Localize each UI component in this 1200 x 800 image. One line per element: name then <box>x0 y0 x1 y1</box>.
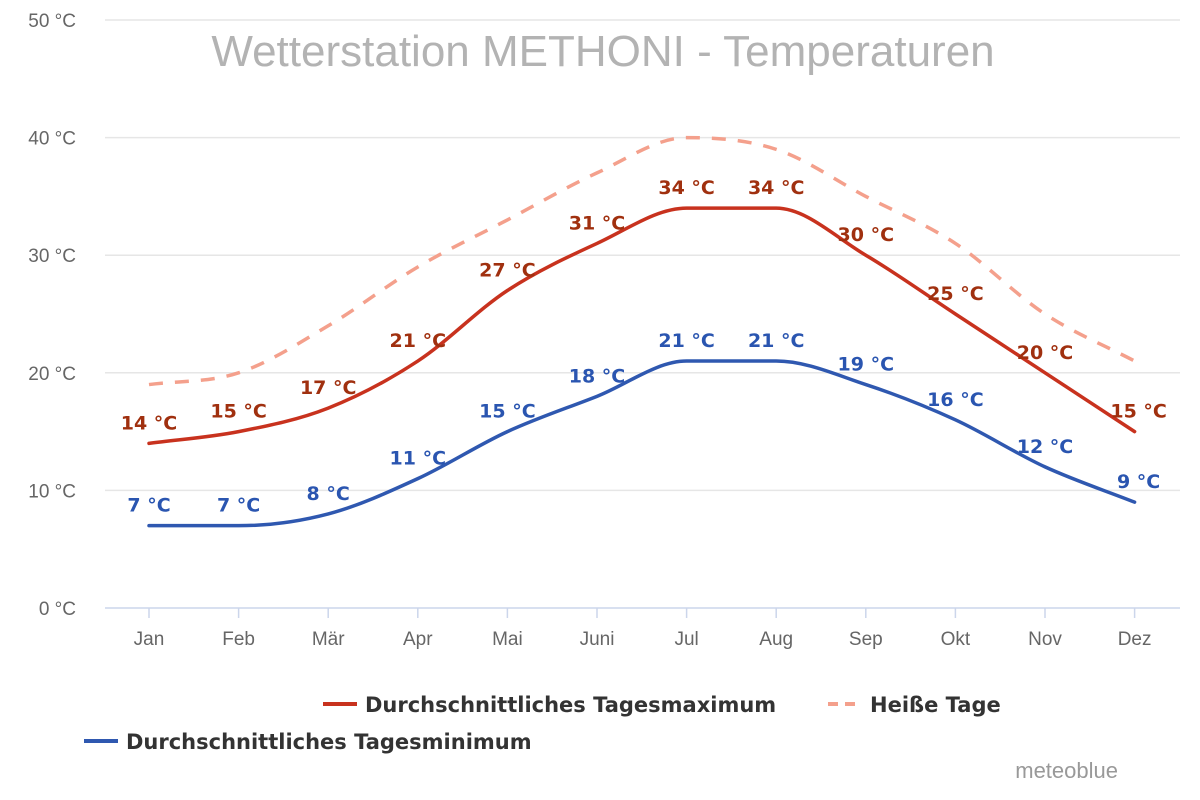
x-tick-label: Sep <box>849 629 883 650</box>
x-tick-label: Jul <box>674 629 698 650</box>
y-tick-label: 50 °C <box>28 11 76 32</box>
data-label: 11 °C <box>390 448 447 470</box>
x-tick-label: Apr <box>403 629 433 650</box>
x-tick-label: Mär <box>312 629 345 650</box>
y-tick-label: 40 °C <box>28 129 76 150</box>
data-label: 9 °C <box>1117 471 1160 493</box>
x-tick-label: Jan <box>134 629 165 650</box>
data-label: 25 °C <box>927 283 984 305</box>
y-tick-label: 30 °C <box>28 246 76 267</box>
x-tick-label: Dez <box>1118 629 1152 650</box>
series-line-1[interactable] <box>148 135 1136 387</box>
x-tick-label: Feb <box>222 629 255 650</box>
data-label: 34 °C <box>748 177 805 199</box>
series-lines <box>147 135 1137 528</box>
legend-label: Durchschnittliches Tagesminimum <box>126 730 532 754</box>
data-label: 19 °C <box>838 354 895 376</box>
data-label: 15 °C <box>210 401 267 423</box>
data-label: 30 °C <box>838 224 895 246</box>
x-tick-label: Juni <box>580 629 615 650</box>
data-labels: 14 °C 15 °C 17 °C 21 °C 27 °C 31 °C 34 °C 34 °C… <box>121 177 1167 517</box>
legend-label: Heiße Tage <box>870 693 1001 717</box>
x-tick-label: Mai <box>492 629 523 650</box>
series-line-2[interactable] <box>147 359 1137 528</box>
grid-lines <box>105 19 1180 609</box>
y-tick-label: 0 °C <box>39 599 76 620</box>
legend-label: Durchschnittliches Tagesmaximum <box>365 693 776 717</box>
y-axis-ticks: 0 °C 10 °C 20 °C 30 °C 40 °C 50 °C <box>28 11 76 620</box>
x-tick-label: Okt <box>941 629 971 650</box>
data-label: 27 °C <box>479 259 536 281</box>
data-label: 20 °C <box>1017 342 1074 364</box>
x-axis-ticks: Jan Feb Mär Apr Mai Juni Jul Aug Sep Okt Nov Dez <box>134 608 1152 650</box>
legend-item-2[interactable]: Durchschnittliches Tagesminimum <box>84 730 532 754</box>
chart-title: Wetterstation METHONI - Temperaturen <box>211 27 994 76</box>
data-label: 31 °C <box>569 212 626 234</box>
data-label: 21 °C <box>748 330 805 352</box>
legend-item-0[interactable]: Durchschnittliches Tagesmaximum <box>323 693 776 717</box>
data-label: 34 °C <box>658 177 715 199</box>
x-tick-label: Nov <box>1028 629 1062 650</box>
data-label: 14 °C <box>121 412 178 434</box>
data-label: 8 °C <box>307 483 350 505</box>
series-line-0[interactable] <box>147 206 1137 446</box>
data-label: 21 °C <box>390 330 447 352</box>
legend[interactable]: Durchschnittliches Tagesmaximum Heiße Tag… <box>84 693 1001 754</box>
data-label: 17 °C <box>300 377 357 399</box>
y-tick-label: 10 °C <box>28 481 76 502</box>
legend-item-1[interactable]: Heiße Tage <box>828 693 1001 717</box>
data-label: 12 °C <box>1017 436 1074 458</box>
data-label: 15 °C <box>479 401 536 423</box>
data-label: 7 °C <box>217 495 260 517</box>
x-tick-label: Aug <box>759 629 793 650</box>
data-label: 7 °C <box>127 495 170 517</box>
data-label: 16 °C <box>927 389 984 411</box>
data-label: 21 °C <box>658 330 715 352</box>
data-label: 18 °C <box>569 365 626 387</box>
y-tick-label: 20 °C <box>28 364 76 385</box>
credit-text[interactable]: meteoblue <box>1015 758 1118 783</box>
data-label: 15 °C <box>1110 401 1167 423</box>
